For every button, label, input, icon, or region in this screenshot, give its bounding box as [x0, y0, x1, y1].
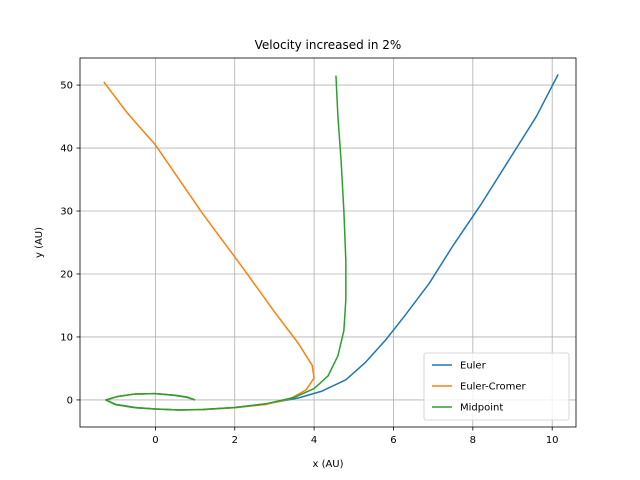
grid-lines — [80, 58, 576, 427]
y-tick-label: 10 — [60, 332, 73, 343]
y-tick-label: 50 — [60, 81, 73, 92]
x-tick-label: 6 — [390, 435, 396, 446]
plot-area — [103, 74, 559, 411]
series-line-midpoint — [105, 75, 347, 411]
legend-label-midpoint: Midpoint — [460, 403, 503, 414]
chart-title: Velocity increased in 2% — [255, 38, 402, 52]
x-tick-label: 0 — [152, 435, 158, 446]
legend-box — [423, 352, 570, 421]
y-axis-label: y (AU) — [34, 227, 45, 258]
plot-frame — [79, 57, 577, 428]
y-tick-label: 30 — [60, 207, 73, 218]
x-tick-label: 10 — [546, 435, 559, 446]
legend-label-euler-cromer: Euler-Cromer — [460, 382, 527, 393]
legend-label-euler: Euler — [460, 361, 487, 372]
y-tick-label: 20 — [60, 269, 73, 280]
y-tick-label: 40 — [60, 144, 73, 155]
x-tick-label: 2 — [232, 435, 238, 446]
x-tick-label: 4 — [311, 435, 317, 446]
x-tick-label: 8 — [470, 435, 476, 446]
legend: Euler Euler-Cromer Midpoint — [423, 352, 570, 421]
x-axis-ticks: 0 2 4 6 8 10 — [152, 427, 559, 446]
y-tick-label: 0 — [67, 395, 73, 406]
x-axis-label: x (AU) — [312, 459, 343, 470]
y-axis-ticks: 0 10 20 30 40 50 — [60, 81, 80, 406]
